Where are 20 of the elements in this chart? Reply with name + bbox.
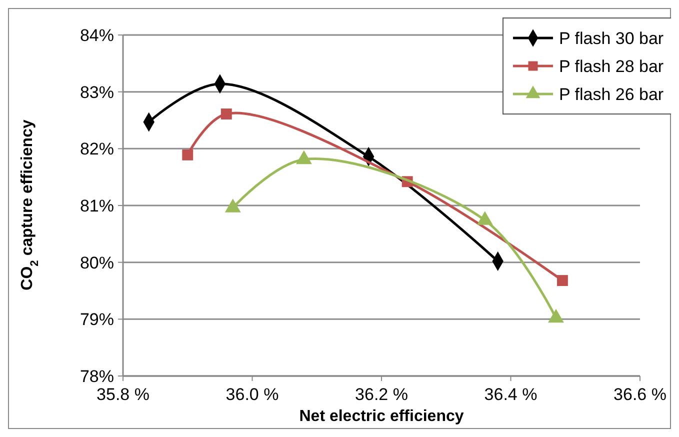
x-tick-label: 35.8 % (96, 385, 150, 404)
x-tick-label: 36.4 % (484, 385, 538, 404)
y-tick-label: 79% (80, 310, 114, 330)
x-tick-label: 36.0 % (226, 385, 279, 404)
point (220, 108, 232, 120)
y-tick-label: 80% (80, 253, 114, 272)
point (556, 275, 568, 286)
y-tick-label: 78% (80, 367, 114, 386)
y-tick-label: 83% (80, 82, 114, 102)
y-tick-label: 82% (80, 140, 114, 159)
x-tick-label: 36.2 % (355, 385, 408, 404)
legend-label: P flash 28 bar (559, 57, 664, 76)
y-tick-label: 84% (80, 26, 114, 45)
legend-label: P flash 26 bar (559, 85, 664, 104)
x-tick-label: 36.6 % (614, 385, 666, 404)
point (182, 149, 194, 160)
point (548, 308, 564, 323)
y-tick-label: 81% (80, 196, 114, 216)
x-axis-title: Net electric efficiency (299, 408, 464, 425)
legend-label: P flash 30 bar (559, 29, 664, 48)
